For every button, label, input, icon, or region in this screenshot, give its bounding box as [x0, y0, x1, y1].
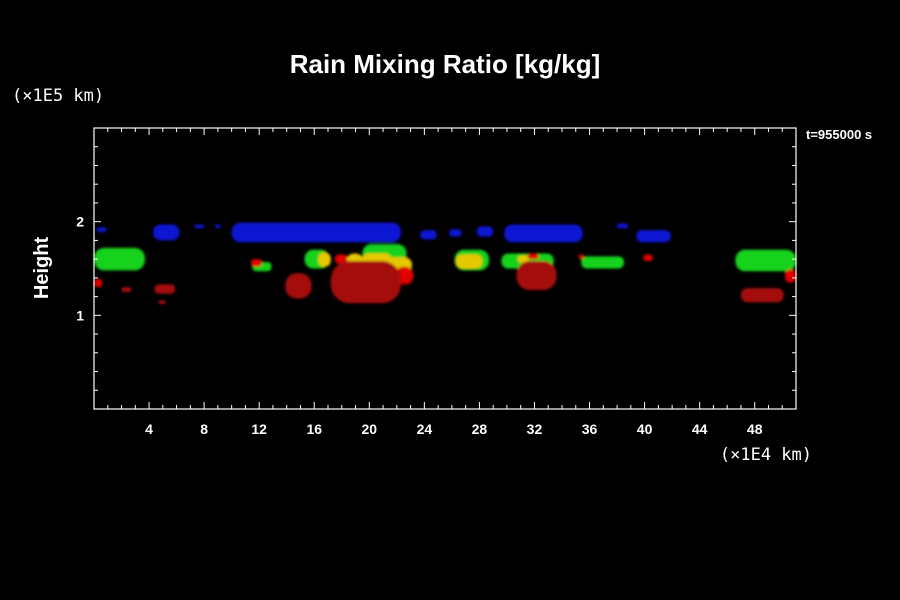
x-tick-label: 12 — [251, 421, 267, 437]
y-axis-label: Height — [31, 237, 53, 300]
region-red-27 — [250, 259, 262, 267]
region-dark-red-34 — [121, 287, 132, 292]
region-blue-3 — [194, 224, 205, 229]
region-dark-red-37 — [285, 273, 312, 299]
x-tick-label: 36 — [582, 421, 598, 437]
region-blue-1 — [96, 227, 107, 232]
region-red-33 — [784, 269, 796, 283]
region-blue-11 — [636, 230, 671, 243]
region-dark-red-39 — [516, 261, 557, 291]
region-blue-2 — [153, 224, 180, 241]
y-unit-label: (×1E5 km) — [12, 86, 104, 106]
region-blue-10 — [617, 223, 629, 229]
x-tick-label: 48 — [747, 421, 763, 437]
region-blue-8 — [476, 226, 494, 237]
region-blue-9 — [504, 224, 583, 243]
region-blue-7 — [449, 229, 462, 237]
x-tick-label: 4 — [145, 421, 153, 437]
x-tick-label: 24 — [417, 421, 433, 437]
region-red-28 — [334, 254, 348, 264]
region-blue-6 — [420, 230, 437, 240]
mixing-ratio-regions — [94, 222, 796, 305]
x-tick-label: 40 — [637, 421, 653, 437]
region-blue-5 — [231, 222, 401, 243]
y-axis: 12 — [76, 146, 796, 391]
x-tick-label: 8 — [200, 421, 208, 437]
x-tick-label: 32 — [527, 421, 543, 437]
region-dark-red-36 — [158, 300, 166, 305]
x-tick-label: 44 — [692, 421, 708, 437]
region-yellow-20 — [318, 252, 331, 267]
region-green-19 — [735, 249, 796, 272]
region-red-26 — [94, 278, 103, 288]
x-axis: 4 8 12 16 20 24 28 32 36 40 44 48 — [107, 128, 783, 437]
region-blue-4 — [215, 224, 221, 229]
region-dark-red-40 — [740, 288, 784, 303]
region-red-32 — [643, 254, 653, 262]
time-label: t=955000 s — [806, 127, 872, 142]
y-tick-label: 2 — [76, 214, 84, 230]
y-tick-label: 1 — [76, 307, 84, 323]
x-tick-label: 16 — [306, 421, 322, 437]
plot-frame — [93, 127, 797, 410]
region-red-30 — [527, 253, 539, 260]
chart-title: Rain Mixing Ratio [kg/kg] — [290, 49, 601, 79]
region-green-18 — [581, 256, 624, 269]
region-green-12 — [94, 247, 145, 271]
x-tick-label: 20 — [362, 421, 378, 437]
region-red-31 — [578, 254, 585, 260]
region-dark-red-38 — [330, 261, 401, 304]
x-tick-label: 28 — [472, 421, 488, 437]
x-unit-label: (×1E4 km) — [720, 445, 812, 465]
region-dark-red-35 — [154, 284, 176, 294]
region-yellow-25 — [517, 255, 529, 263]
region-yellow-24 — [456, 254, 483, 269]
